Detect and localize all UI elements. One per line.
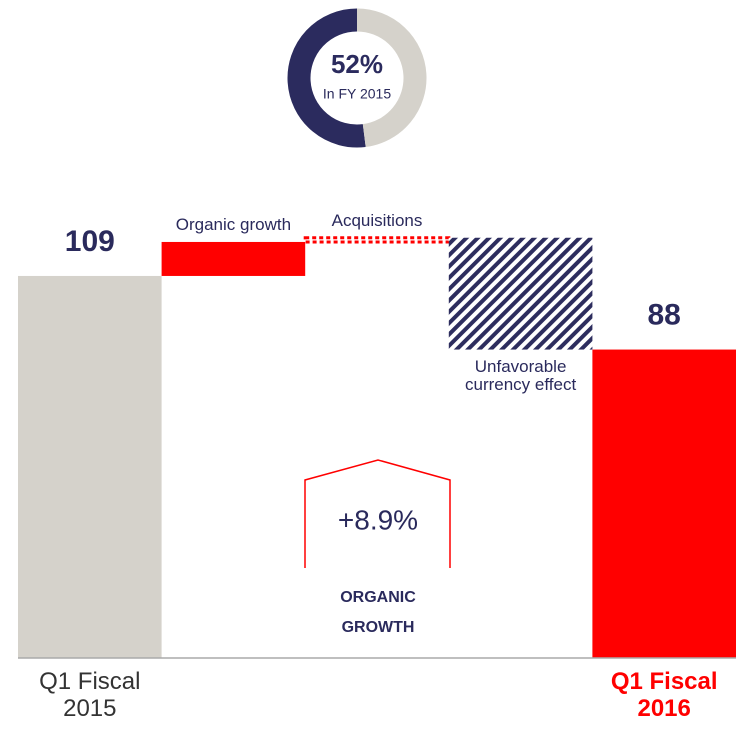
donut-label: 52%: [331, 49, 383, 79]
donut-segment: [287, 8, 366, 148]
value-label: 88: [648, 298, 681, 331]
bar: [592, 349, 736, 658]
donut-segment: [356, 8, 427, 147]
step-label: Unfavorable currency effect: [465, 356, 577, 394]
donut-subtitle: In FY 2015: [323, 86, 391, 102]
step-label: Organic growth: [175, 214, 292, 234]
annotation-frame: [304, 459, 451, 568]
step-label: Acquisitions: [331, 210, 423, 230]
bar: [18, 275, 162, 658]
annotation-label: ORGANIC GROWTH: [340, 589, 416, 636]
category-label: Q1 Fiscal 2016: [610, 668, 718, 722]
bar: [303, 236, 451, 244]
annotation: +8.9%: [338, 504, 418, 535]
category-label: Q1 Fiscal 2015: [39, 668, 141, 722]
bar: [448, 237, 593, 350]
bar: [161, 241, 306, 276]
value-label: 109: [65, 225, 115, 258]
